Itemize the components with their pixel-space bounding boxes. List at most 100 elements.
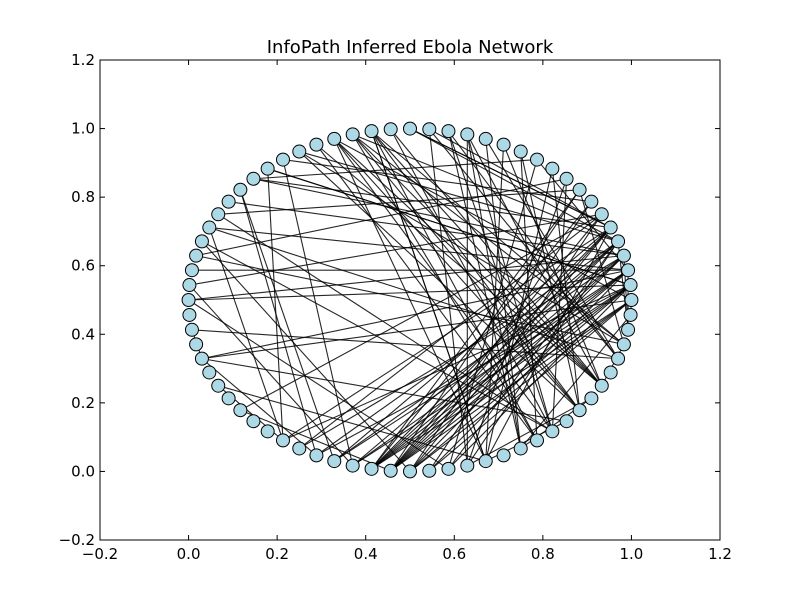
network-node: [292, 441, 307, 456]
network-node: [189, 248, 204, 263]
network-node: [202, 220, 217, 235]
chart-title: InfoPath Inferred Ebola Network: [267, 37, 554, 58]
network-node: [623, 307, 638, 322]
network-node: [246, 414, 261, 429]
network-node: [422, 463, 437, 478]
x-tick-label: 0.6: [442, 545, 466, 563]
network-node: [584, 391, 599, 406]
edge: [520, 151, 538, 441]
edge: [201, 358, 567, 422]
edge: [579, 189, 625, 345]
network-node: [513, 144, 528, 159]
edge: [253, 159, 538, 180]
edge: [536, 159, 629, 271]
network-node: [309, 137, 324, 152]
edge: [315, 144, 538, 441]
edge: [428, 128, 619, 359]
edge: [333, 255, 625, 462]
network-node: [181, 293, 196, 307]
network-node: [624, 293, 639, 307]
network-node: [513, 441, 528, 456]
edge: [390, 128, 603, 387]
network-node: [603, 365, 618, 380]
edge: [371, 130, 625, 345]
network-node: [309, 448, 324, 463]
network-node: [594, 207, 609, 222]
edge: [352, 134, 581, 411]
edge: [428, 269, 629, 472]
edge: [371, 130, 603, 387]
edge: [448, 284, 631, 470]
edge: [239, 189, 335, 462]
edge: [409, 128, 611, 229]
edge: [485, 138, 522, 449]
edge: [240, 213, 603, 411]
y-axis: −0.2 0.0 0.2 0.4 0.6 0.8 1.0 1.2: [59, 51, 720, 549]
network-node: [623, 278, 638, 293]
network-node: [559, 171, 574, 186]
edge: [201, 358, 317, 456]
network-node: [545, 161, 560, 176]
network-node: [275, 433, 290, 448]
network-node: [530, 152, 545, 167]
edge: [209, 227, 629, 271]
edge: [189, 213, 602, 286]
y-tick-label: 0.0: [71, 462, 95, 480]
edge: [191, 329, 619, 360]
edge: [371, 130, 538, 441]
network-node: [184, 322, 199, 337]
edge: [282, 159, 354, 466]
x-tick-label: 0.0: [177, 545, 201, 563]
network-node: [202, 365, 217, 380]
network-node: [478, 131, 493, 146]
edge: [299, 151, 619, 242]
edge: [466, 134, 553, 432]
network-node: [621, 322, 636, 337]
network-node: [530, 433, 545, 448]
network-node: [545, 424, 560, 439]
edge: [209, 227, 619, 360]
edge: [201, 299, 632, 360]
network-node: [584, 194, 599, 209]
network-node: [383, 122, 398, 137]
network-node: [496, 137, 511, 152]
network-node: [233, 182, 248, 197]
edge: [448, 130, 619, 359]
network-node: [327, 131, 342, 146]
network-node: [211, 207, 226, 222]
network-node: [221, 391, 236, 406]
edge: [485, 138, 619, 359]
network-node: [182, 307, 197, 322]
network-node: [211, 378, 226, 393]
edge: [520, 151, 581, 411]
edge: [390, 227, 612, 472]
network-node: [189, 337, 204, 352]
x-axis: −0.2 0.0 0.2 0.4 0.6 0.8 1.0 1.2: [82, 60, 732, 563]
x-tick-label: 0.8: [531, 545, 555, 563]
network-node: [184, 263, 199, 278]
network-node: [327, 454, 342, 469]
network-node: [478, 454, 493, 469]
edge: [447, 130, 553, 432]
x-tick-label: 0.4: [354, 545, 378, 563]
edge: [201, 240, 411, 472]
edge: [466, 241, 619, 466]
y-tick-label: 0.8: [71, 188, 95, 206]
x-tick-label: 0.2: [265, 545, 289, 563]
network-node: [260, 424, 275, 439]
edge: [352, 134, 603, 387]
edge: [448, 241, 619, 470]
edge: [201, 269, 629, 360]
network-node: [460, 127, 475, 142]
network-node: [246, 171, 261, 186]
network-node: [364, 124, 379, 139]
edge: [316, 144, 603, 387]
network-node: [572, 182, 587, 197]
edge: [447, 159, 538, 469]
network-node: [611, 351, 626, 366]
network-node: [616, 337, 631, 352]
edge: [601, 344, 625, 386]
network-node: [364, 461, 379, 476]
y-tick-label: −0.2: [59, 531, 95, 549]
